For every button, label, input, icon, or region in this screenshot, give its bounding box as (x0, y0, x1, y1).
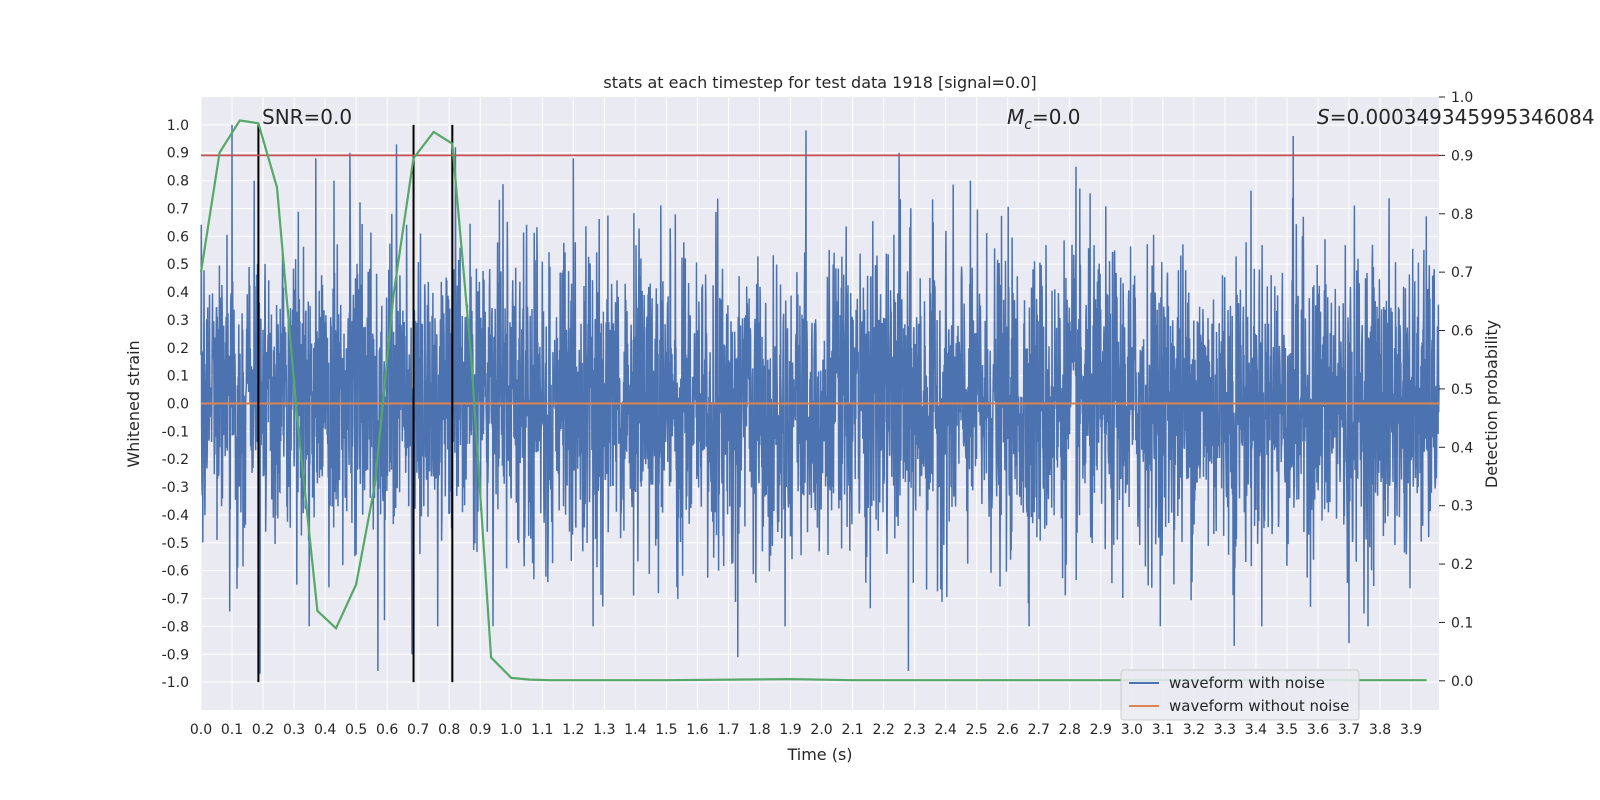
x-tick-label: 3.3 (1214, 722, 1236, 738)
mc-value: =0.0 (1032, 105, 1081, 129)
x-tick-label: 1.0 (500, 722, 522, 738)
y-tick-label: 0.4 (167, 285, 189, 301)
x-tick-label: 0.9 (469, 722, 491, 738)
x-tick-label: 0.8 (438, 722, 460, 738)
x-tick-label: 1.4 (624, 722, 646, 738)
y-tick-label: -1.0 (162, 675, 189, 691)
x-tick-label: 0.2 (252, 722, 274, 738)
x-tick-label: 1.8 (748, 722, 770, 738)
y-tick-label: 1.0 (167, 118, 189, 134)
x-tick-label: 2.1 (841, 722, 863, 738)
y-tick-label: 0.7 (167, 201, 189, 217)
markers-layer (201, 124, 1439, 683)
mc-symbol: M (1007, 105, 1024, 129)
x-tick-label: 0.0 (190, 722, 212, 738)
y-tick-label: 0.8 (167, 174, 189, 190)
x-tick-label: 2.6 (997, 722, 1019, 738)
x-tick-label: 1.6 (686, 722, 708, 738)
x-tick-label: 0.1 (221, 722, 243, 738)
y-tick-label: -0.1 (162, 424, 189, 440)
x-tick-label: 2.4 (935, 722, 957, 738)
x-tick-label: 0.3 (283, 722, 305, 738)
y-tick-label: 0.1 (167, 369, 189, 385)
x-tick-label: 1.5 (655, 722, 677, 738)
x-tick-label: 3.8 (1369, 722, 1391, 738)
s-value: =0.00034934599534608​4 (1330, 105, 1595, 129)
y-tick-label: 0.6 (167, 229, 189, 245)
y2-tick-label: 0.5 (1451, 382, 1473, 398)
y2-tick-label: 0.6 (1451, 324, 1473, 340)
x-tick-label: 3.4 (1245, 722, 1267, 738)
y-tick-label: -0.6 (162, 564, 189, 580)
y-tick-label: -0.8 (162, 619, 189, 635)
x-tick-label: 3.9 (1400, 722, 1422, 738)
x-tick-label: 3.1 (1152, 722, 1174, 738)
chart-title: stats at each timestep for test data 191… (603, 73, 1036, 92)
x-tick-label: 2.2 (872, 722, 894, 738)
probability-layer (199, 119, 1427, 682)
y2-tick-label: 0.3 (1451, 499, 1473, 515)
x-tick-label: 1.7 (717, 722, 739, 738)
x-tick-label: 0.5 (345, 722, 367, 738)
y-tick-label: -0.4 (162, 508, 189, 524)
x-tick-label: 2.3 (904, 722, 926, 738)
y2-tick-label: 0.9 (1451, 148, 1473, 164)
y-tick-label: 0.3 (167, 313, 189, 329)
y-tick-label: -0.9 (162, 647, 189, 663)
y-tick-label: 0.9 (167, 146, 189, 162)
y-tick-label: 0.0 (167, 397, 189, 413)
mc-annotation: Mc=0.0 (1007, 105, 1081, 133)
mc-subscript: c (1024, 117, 1032, 133)
x-tick-label: 2.7 (1028, 722, 1050, 738)
y-tick-label: 0.2 (167, 341, 189, 357)
y2-axis-label: Detection probability (1482, 320, 1501, 488)
series-waveform-with-noise (200, 124, 1440, 674)
y2-tick-label: 0.4 (1451, 440, 1473, 456)
series-detection-probability (199, 119, 1427, 682)
y2-tick-label: 1.0 (1451, 90, 1473, 106)
x-tick-label: 1.3 (593, 722, 615, 738)
y2-tick-label: 0.0 (1451, 674, 1473, 690)
x-tick-label: 0.4 (314, 722, 336, 738)
x-tick-label: 3.5 (1276, 722, 1298, 738)
y2-tick-label: 0.2 (1451, 557, 1473, 573)
s-symbol: S (1317, 105, 1330, 129)
x-tick-label: 3.0 (1121, 722, 1143, 738)
x-tick-label: 2.8 (1059, 722, 1081, 738)
x-tick-label: 2.9 (1090, 722, 1112, 738)
legend-label-noise: waveform with noise (1169, 674, 1325, 692)
x-tick-label: 2.5 (966, 722, 988, 738)
x-tick-label: 0.6 (376, 722, 398, 738)
y-tick-label: -0.5 (162, 536, 189, 552)
axis-layer: 0.0 0.1 0.2 0.3 0.4 0.5 0.6 0.7 0.8 0.9 1.0 1.1 1.2 1… (162, 90, 1474, 738)
x-tick-label: 3.7 (1338, 722, 1360, 738)
x-tick-label: 1.1 (531, 722, 553, 738)
x-tick-label: 3.2 (1183, 722, 1205, 738)
series-layer (200, 124, 1440, 674)
legend-label-clean: waveform without noise (1169, 697, 1349, 715)
x-tick-label: 2.0 (810, 722, 832, 738)
y-tick-label: 0.5 (167, 257, 189, 273)
x-axis-label: Time (s) (786, 745, 852, 764)
y-tick-label: -0.7 (162, 592, 189, 608)
x-tick-label: 0.7 (407, 722, 429, 738)
y2-tick-label: 0.1 (1451, 615, 1473, 631)
y2-tick-label: 0.8 (1451, 207, 1473, 223)
x-tick-label: 1.9 (779, 722, 801, 738)
y-tick-label: -0.2 (162, 452, 189, 468)
legend-box (1120, 669, 1360, 721)
y-tick-label: -0.3 (162, 480, 189, 496)
x-tick-label: 1.2 (562, 722, 584, 738)
x-tick-label: 3.6 (1307, 722, 1329, 738)
y2-tick-label: 0.7 (1451, 265, 1473, 281)
legend: waveform with noise waveform without noi… (1120, 669, 1360, 721)
snr-annotation: SNR=0.0 (262, 105, 352, 129)
y-axis-label: Whitened strain (124, 340, 143, 467)
s-annotation: S=0.00034934599534608​4 (1317, 105, 1595, 129)
